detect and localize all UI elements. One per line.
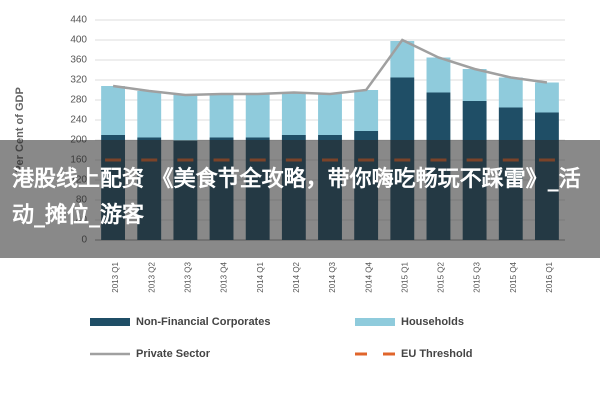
x-tick-label: 2015 Q1	[400, 261, 409, 292]
y-tick-label: 240	[70, 115, 87, 126]
x-tick-label: 2016 Q1	[545, 261, 554, 292]
bar	[354, 90, 379, 131]
bar	[281, 92, 306, 135]
legend-label: EU Threshold	[401, 348, 473, 360]
legend-swatch	[355, 318, 395, 326]
x-tick-label: 2013 Q3	[183, 261, 192, 292]
bar	[318, 94, 342, 135]
bar	[173, 95, 198, 141]
x-tick-label: 2013 Q4	[220, 261, 229, 292]
bar	[137, 91, 162, 138]
bar	[462, 69, 487, 101]
x-tick-label: 2014 Q4	[364, 261, 373, 292]
bar	[498, 77, 523, 108]
legend-swatch	[90, 318, 130, 326]
x-tick-label: 2015 Q3	[473, 261, 482, 292]
legend-label: Private Sector	[136, 348, 211, 360]
bar	[101, 86, 126, 135]
x-tick-label: 2015 Q2	[437, 261, 446, 292]
y-tick-label: 400	[70, 35, 87, 46]
bar	[390, 41, 415, 78]
x-tick-label: 2014 Q3	[328, 261, 337, 292]
bar	[245, 94, 270, 138]
bar	[426, 57, 451, 93]
x-tick-label: 2014 Q2	[292, 261, 301, 292]
x-tick-label: 2014 Q1	[256, 261, 265, 292]
y-tick-label: 280	[70, 95, 87, 106]
y-tick-label: 360	[70, 55, 87, 66]
y-tick-label: 320	[70, 75, 87, 86]
bar	[534, 82, 559, 113]
bar	[209, 94, 234, 138]
x-tick-label: 2013 Q1	[111, 261, 120, 292]
x-tick-label: 2015 Q4	[509, 261, 518, 292]
x-tick-label: 2013 Q2	[147, 261, 156, 292]
legend-label: Households	[401, 316, 464, 328]
legend-label: Non-Financial Corporates	[136, 316, 270, 328]
y-tick-label: 440	[70, 15, 87, 26]
line	[112, 38, 548, 97]
banner: 港股线上配资 《美食节全攻略，带你嗨吃畅玩不踩雷》_活动_摊位_游客	[0, 140, 600, 258]
